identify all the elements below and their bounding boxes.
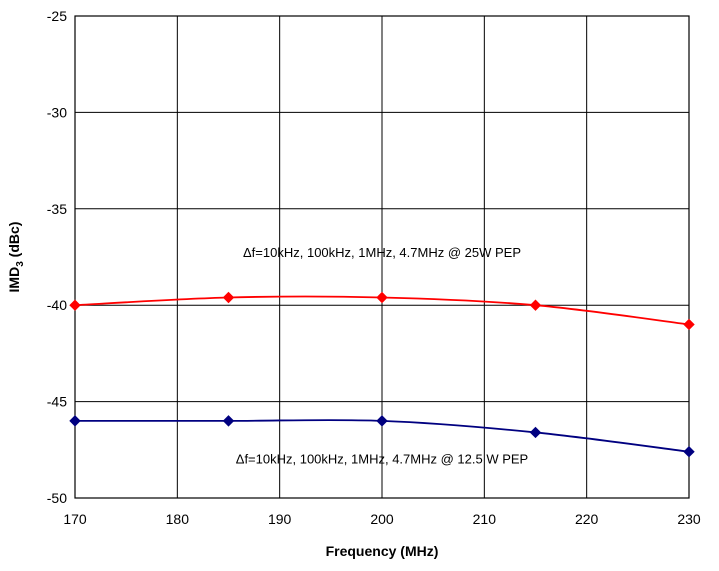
y-tick-label: -25 <box>47 8 67 24</box>
data-series <box>69 291 695 458</box>
data-point-marker <box>529 299 542 311</box>
series-annotation: Δf=10kHz, 100kHz, 1MHz, 4.7MHz @ 12.5 W … <box>236 451 528 466</box>
data-point-marker <box>529 426 542 439</box>
data-point-marker <box>376 291 388 304</box>
data-point-marker <box>376 415 388 427</box>
x-tick-label: 190 <box>268 511 292 527</box>
x-tick-label: 200 <box>370 511 394 527</box>
data-point-marker <box>69 299 81 311</box>
y-axis-title: IMD3 (dBc) <box>6 222 26 293</box>
data-point-marker <box>683 318 695 331</box>
y-tick-label: -50 <box>47 490 67 506</box>
y-axis-title-main: IMD <box>6 267 22 293</box>
data-point-marker <box>222 291 235 304</box>
x-tick-label: 210 <box>473 511 497 527</box>
x-tick-label: 230 <box>677 511 701 527</box>
series-annotation: Δf=10kHz, 100kHz, 1MHz, 4.7MHz @ 25W PEP <box>243 245 521 260</box>
y-tick-label: -45 <box>47 394 67 410</box>
y-axis-title-unit: (dBc) <box>6 222 22 262</box>
x-tick-label: 180 <box>166 511 190 527</box>
annotations: Δf=10kHz, 100kHz, 1MHz, 4.7MHz @ 25W PEP… <box>236 245 528 466</box>
y-axis-title-subscript: 3 <box>15 261 26 267</box>
y-tick-labels: -25 -30 -35 -40 -45 -50 <box>47 8 67 506</box>
y-tick-label: -30 <box>47 104 67 120</box>
data-point-marker <box>683 446 695 458</box>
x-tick-label: 220 <box>575 511 599 527</box>
x-tick-labels: 170 180 190 200 210 220 230 <box>63 511 701 527</box>
plot-area-frame <box>74 15 690 499</box>
y-tick-label: -35 <box>47 201 67 217</box>
data-point-marker <box>222 415 235 427</box>
x-tick-label: 170 <box>63 511 87 527</box>
y-tick-label: -40 <box>47 297 67 313</box>
data-point-marker <box>69 415 81 427</box>
x-axis-title: Frequency (MHz) <box>326 543 439 559</box>
